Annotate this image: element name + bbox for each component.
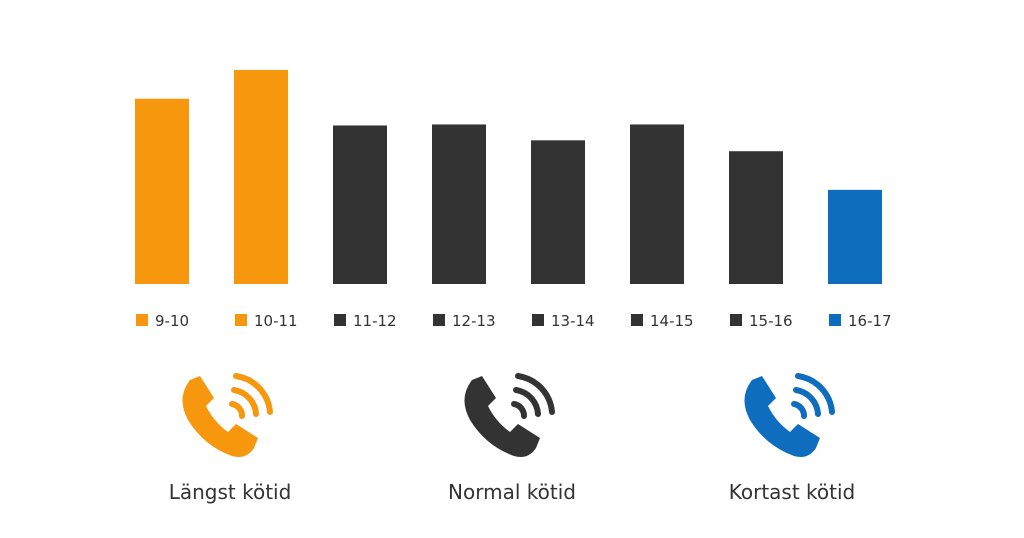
bar-10-11	[234, 69, 288, 284]
bar-11-12	[333, 125, 387, 284]
category-label-11-12: 11-12	[353, 312, 397, 330]
legend-longest-wait: Längst kötid	[130, 370, 330, 520]
category-label-12-13: 12-13	[452, 312, 496, 330]
legend-swatch-16-17	[829, 314, 841, 326]
phone-icon	[744, 373, 835, 457]
bar-14-15	[630, 124, 684, 284]
bar-chart: 9-10 10-11 11-12 12-13 13-14 14-15 15-16 16-17	[135, 69, 892, 330]
legend-swatch-9-10	[136, 314, 148, 326]
legend-swatch-14-15	[631, 314, 643, 326]
legend-label-normal: Normal kötid	[448, 480, 576, 504]
category-label-14-15: 14-15	[650, 312, 694, 330]
category-label-9-10: 9-10	[155, 312, 189, 330]
phone-icon	[464, 373, 555, 457]
phone-icon-shape	[744, 376, 820, 457]
legend-swatch-15-16	[730, 314, 742, 326]
bar-12-13	[432, 124, 486, 284]
legend-swatch-13-14	[532, 314, 544, 326]
category-label-15-16: 15-16	[749, 312, 793, 330]
bar-15-16	[729, 151, 783, 284]
bar-9-10	[135, 98, 189, 284]
legend-label-longest: Längst kötid	[168, 480, 292, 504]
category-label-16-17: 16-17	[848, 312, 892, 330]
legend-shortest-wait: Kortast kötid	[692, 370, 892, 520]
category-labels-group: 9-10 10-11 11-12 12-13 13-14 14-15 15-16 16-17	[136, 312, 892, 330]
legend-normal-wait: Normal kötid	[412, 370, 612, 520]
legend-swatch-10-11	[235, 314, 247, 326]
bars-group	[135, 69, 882, 284]
bar-13-14	[531, 140, 585, 284]
bar-16-17	[828, 189, 882, 284]
legend-label-shortest: Kortast kötid	[728, 480, 856, 504]
category-label-13-14: 13-14	[551, 312, 595, 330]
phone-icon	[182, 373, 273, 457]
phone-icon-shape	[464, 376, 540, 457]
category-label-10-11: 10-11	[254, 312, 298, 330]
phone-icon-shape	[182, 376, 258, 457]
legend-swatch-11-12	[334, 314, 346, 326]
legend-swatch-12-13	[433, 314, 445, 326]
